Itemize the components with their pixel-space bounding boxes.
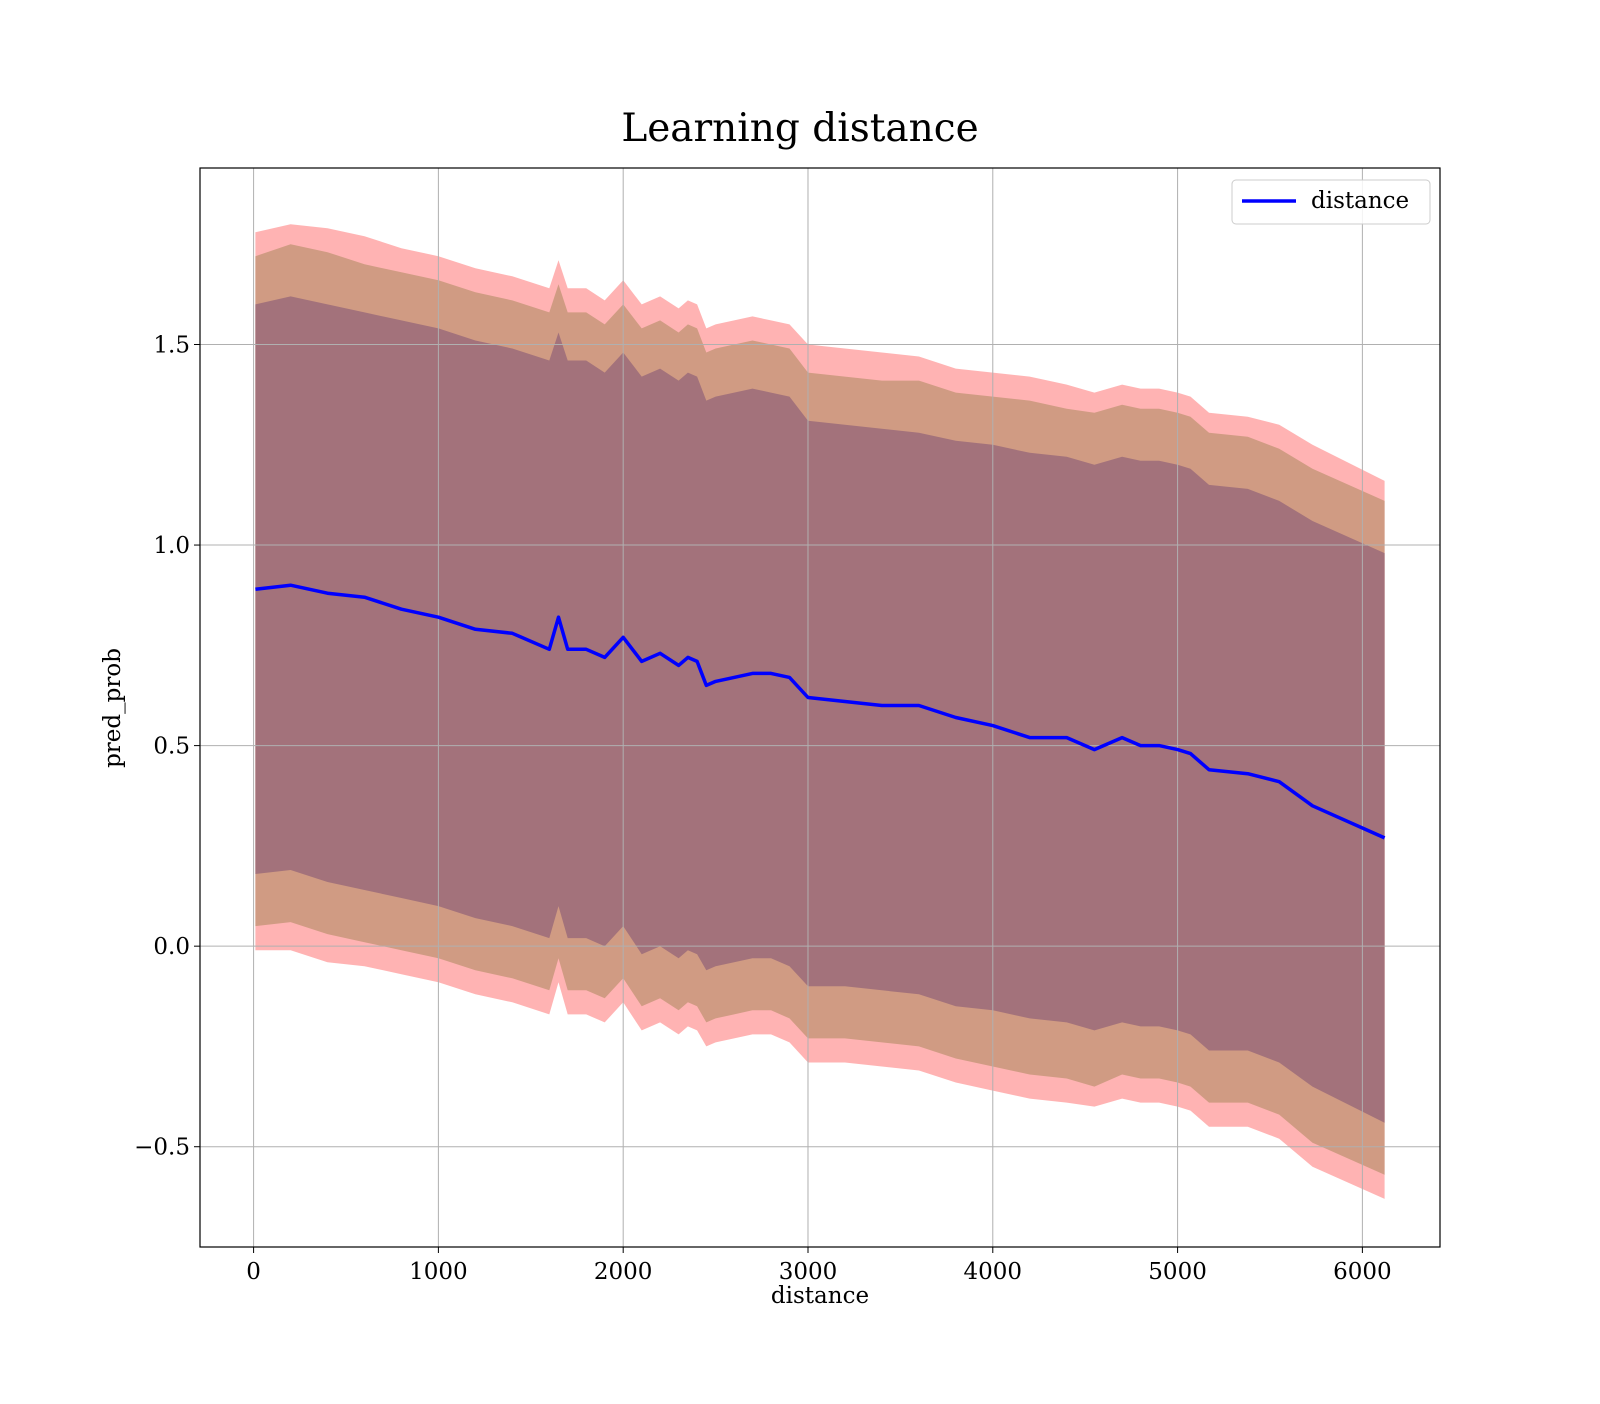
- legend-label: distance: [1311, 188, 1409, 214]
- x-tick-label: 0: [246, 1259, 261, 1285]
- x-tick-label: 1000: [409, 1259, 468, 1285]
- confidence-bands: [255, 224, 1385, 1199]
- x-tick-label: 6000: [1333, 1259, 1392, 1285]
- x-axis-ticks: 0 1000 2000 3000 4000 5000 6000: [246, 1247, 1392, 1285]
- distance-series-line: [255, 583, 1386, 840]
- y-tick-label: 1.5: [153, 332, 190, 358]
- y-tick-label: −0.5: [134, 1135, 190, 1161]
- legend-box: [1231, 179, 1431, 225]
- grid-lines: [200, 168, 1440, 1247]
- plot-frame: [199, 167, 1441, 1248]
- x-tick-label: 2000: [594, 1259, 653, 1285]
- x-tick-label: 4000: [964, 1259, 1023, 1285]
- x-tick-label: 5000: [1148, 1259, 1207, 1285]
- chart-title: Learning distance: [621, 106, 978, 151]
- y-axis-label: pred_prob: [100, 648, 126, 768]
- y-tick-label: 1.0: [153, 533, 190, 559]
- y-axis-ticks: −0.5 0.0 0.5 1.0 1.5: [134, 332, 200, 1161]
- y-tick-label: 0.5: [153, 734, 190, 760]
- legend: distance: [1231, 179, 1431, 225]
- series-layer: [255, 583, 1386, 840]
- y-tick-label: 0.0: [153, 934, 190, 960]
- x-tick-label: 3000: [779, 1259, 838, 1285]
- x-axis-label: distance: [771, 1283, 869, 1309]
- band-inner-area: [255, 296, 1385, 1123]
